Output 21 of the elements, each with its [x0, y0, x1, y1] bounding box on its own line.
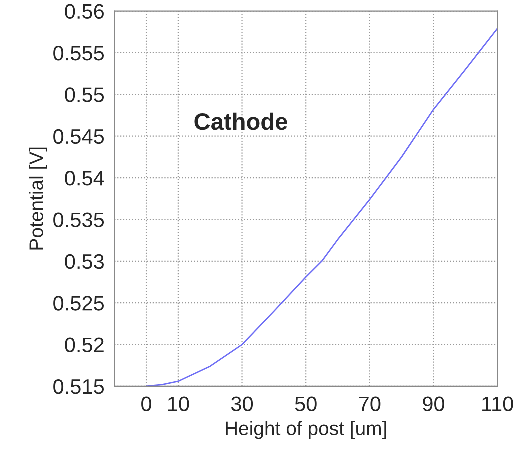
- x-tick-label: 30: [231, 396, 254, 412]
- x-tick-label: 0: [142, 396, 152, 412]
- line-series: [146, 28, 498, 386]
- x-tick-label: 10: [168, 396, 190, 412]
- y-tick-label: 0.525: [54, 296, 104, 311]
- y-tick-label: 0.52: [65, 338, 104, 353]
- x-axis-title: Height of post [um]: [226, 421, 386, 440]
- y-tick-label: 0.55: [65, 88, 104, 102]
- x-tick-label: 90: [423, 396, 445, 412]
- x-tick-label: 50: [295, 396, 317, 412]
- y-tick-label: 0.555: [54, 46, 104, 61]
- y-tick-label: 0.515: [54, 379, 104, 394]
- x-tick-label: 70: [359, 396, 381, 412]
- y-tick-label: 0.535: [54, 212, 104, 228]
- y-tick-label: 0.56: [65, 4, 104, 20]
- y-tick-label: 0.545: [54, 129, 104, 144]
- x-tick-label: 110: [482, 396, 514, 412]
- y-tick-label: 0.54: [65, 171, 104, 186]
- y-axis-title: Potential [V]: [29, 148, 48, 250]
- y-tick-label: 0.53: [65, 254, 104, 270]
- annotation: Cathode: [194, 112, 288, 130]
